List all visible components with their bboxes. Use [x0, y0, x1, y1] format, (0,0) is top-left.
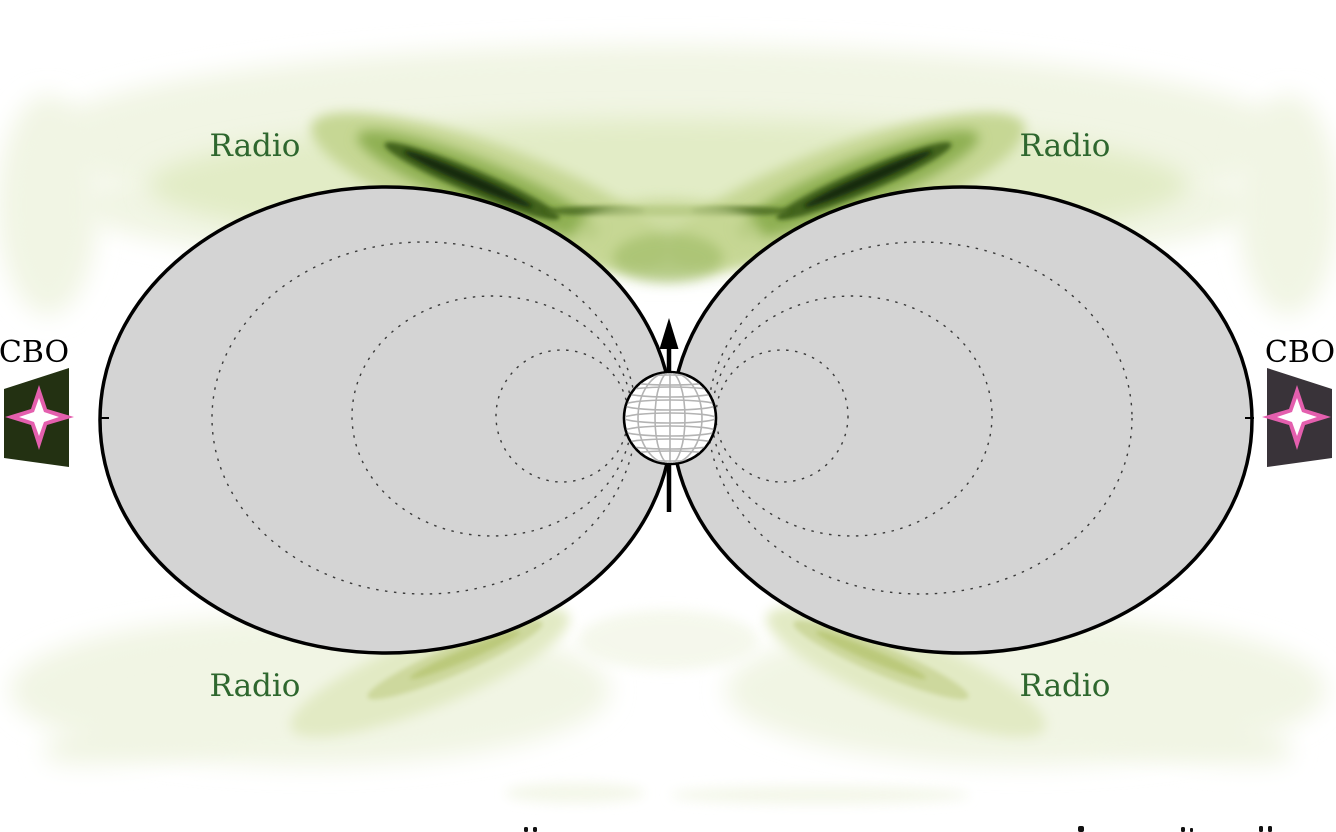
emission-bottom-faint-center: [578, 610, 758, 670]
emission-bottom-tail-left: [43, 675, 357, 765]
cbo-left: CBO: [0, 335, 74, 467]
cbo-left-label: CBO: [0, 335, 69, 370]
caption-fragment: [1259, 826, 1263, 832]
radio-labels: Radio Radio Radio Radio: [210, 128, 1111, 704]
radio-label-bottom-left: Radio: [210, 668, 301, 704]
caption-fragment: [1078, 826, 1084, 832]
emission-bottom-strip-left: [505, 783, 645, 803]
neutron-star-globe: [622, 370, 718, 466]
emission-bottom-core-left: [409, 630, 521, 680]
emission-top-faint-right-edge: [1238, 95, 1336, 315]
magnetosphere-lobes: [98, 185, 1254, 655]
field-line-right-middle: [711, 295, 993, 537]
emission-wing-core-left: [403, 150, 533, 208]
cbo-left-star-core: [19, 398, 59, 436]
field-line-right-outer: [707, 241, 1133, 595]
emission-bottom-tail-right: [979, 675, 1293, 765]
rotation-axis-arrowhead: [659, 318, 679, 349]
emission-central-droop-deep: [613, 233, 723, 283]
caption-fragment: [533, 827, 537, 832]
caption-fragment: [1190, 828, 1193, 832]
cbo-right: CBO: [1262, 335, 1335, 467]
emission-top-faint-left-edge: [0, 95, 98, 315]
radio-emission-bottom: [10, 607, 1326, 804]
lobe-right: [670, 185, 1254, 655]
radio-label-bottom-right: Radio: [1020, 668, 1111, 704]
radio-label-top-right: Radio: [1020, 128, 1111, 164]
emission-bottom-strip: [670, 786, 970, 804]
globe-grid: [625, 373, 715, 463]
cutoff-caption-fragments: [524, 826, 1272, 832]
radio-label-top-left: Radio: [210, 128, 301, 164]
globe-meridian: [654, 373, 686, 463]
emission-wing-core-right: [803, 150, 933, 208]
caption-fragment: [524, 827, 528, 832]
lobe-left: [98, 185, 674, 655]
caption-fragment: [1268, 826, 1272, 832]
caption-fragment: [1181, 827, 1185, 832]
emission-bottom-core-right: [815, 630, 927, 680]
globe-meridian: [637, 373, 703, 463]
cbo-right-star-core: [1277, 398, 1317, 436]
cbo-right-label: CBO: [1265, 335, 1335, 370]
